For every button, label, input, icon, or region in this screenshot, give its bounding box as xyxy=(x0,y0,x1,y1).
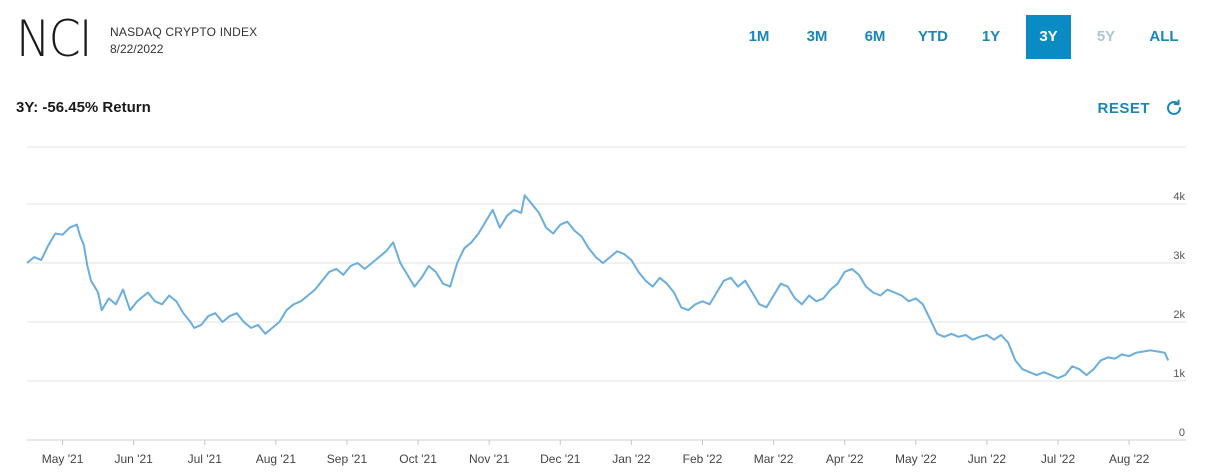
index-logo: NCI xyxy=(16,10,92,68)
series-layer xyxy=(26,194,1170,380)
price-chart: 0 1k 2k 3k 4k May '21 Jun '21 Jul '21 Aug '21 Se… xyxy=(26,146,1186,466)
range-button-all[interactable]: ALL xyxy=(1149,28,1179,45)
x-tick-label: Jul '21 xyxy=(188,452,223,466)
reset-button[interactable]: RESET xyxy=(1097,98,1184,118)
x-tick-label: Nov '21 xyxy=(469,452,510,466)
x-tick-label: Jul '22 xyxy=(1041,452,1076,466)
range-button-3y[interactable]: 3Y xyxy=(1026,15,1071,59)
x-tick-label: May '21 xyxy=(42,452,84,466)
refresh-icon xyxy=(1167,99,1181,115)
range-button-5y: 5Y xyxy=(1096,28,1116,45)
range-selector: 1M 3M 6M YTD 1Y 3Y 5Y ALL xyxy=(730,15,1193,59)
x-axis: May '21 Jun '21 Jul '21 Aug '21 Sep '21 Oct '… xyxy=(42,440,1150,466)
x-tick-label: Dec '21 xyxy=(540,452,581,466)
range-button-3m[interactable]: 3M xyxy=(806,28,828,45)
x-tick-label: Aug '22 xyxy=(1109,452,1150,466)
x-tick-label: Apr '22 xyxy=(826,452,864,466)
x-tick-label: Mar '22 xyxy=(754,452,794,466)
reset-label: RESET xyxy=(1097,99,1150,117)
y-tick-label: 0 xyxy=(1179,427,1185,439)
x-tick-label: Jun '21 xyxy=(114,452,153,466)
range-button-1y[interactable]: 1Y xyxy=(981,28,1001,45)
y-axis: 0 1k 2k 3k 4k xyxy=(1173,191,1185,439)
return-summary: 3Y: -56.45% Return xyxy=(16,99,151,116)
x-tick-label: Jun '22 xyxy=(968,452,1007,466)
y-tick-label: 4k xyxy=(1173,191,1185,203)
x-tick-label: Sep '21 xyxy=(327,452,368,466)
index-date: 8/22/2022 xyxy=(110,42,164,56)
x-tick-label: Jan '22 xyxy=(612,452,651,466)
y-tick-label: 1k xyxy=(1173,368,1185,380)
y-tick-label: 3k xyxy=(1173,250,1185,262)
x-tick-label: Oct '21 xyxy=(399,452,437,466)
x-tick-label: Aug '21 xyxy=(256,452,297,466)
chart-grid xyxy=(27,146,1186,441)
y-tick-label: 2k xyxy=(1173,309,1185,321)
x-tick-label: May '22 xyxy=(895,452,937,466)
x-tick-label: Feb '22 xyxy=(683,452,723,466)
index-name: NASDAQ CRYPTO INDEX xyxy=(110,25,258,39)
range-button-6m[interactable]: 6M xyxy=(864,28,886,45)
range-button-1m[interactable]: 1M xyxy=(748,28,770,45)
series-line xyxy=(26,194,1170,380)
range-button-ytd[interactable]: YTD xyxy=(918,28,948,45)
